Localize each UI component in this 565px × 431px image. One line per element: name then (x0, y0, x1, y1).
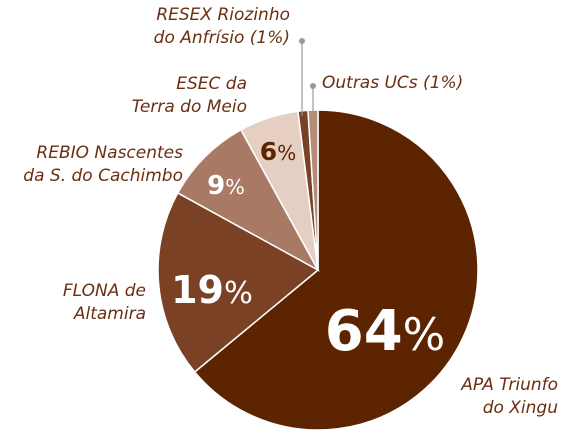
value-label: 9% (207, 171, 245, 201)
label-line: da S. do Cachimbo (23, 166, 183, 186)
category-label: APA Triunfo do Xingu (460, 375, 558, 418)
label-line: Altamira (73, 304, 146, 324)
value-number: 9 (207, 171, 225, 201)
label-line: REBIO Nascentes (36, 143, 183, 163)
pie-slice (193, 109, 479, 431)
value-unit: % (403, 308, 446, 361)
category-label: REBIO Nascentes da S. do Cachimbo (23, 143, 183, 186)
category-label: FLONA de Altamira (63, 281, 146, 324)
pie-slice (157, 191, 320, 374)
label-line: FLONA de (63, 281, 146, 301)
category-label: RESEX Riozinho do Anfrísio (1%) (154, 5, 290, 48)
value-number: 19 (171, 268, 224, 312)
label-line: Terra do Meio (132, 97, 247, 117)
label-line: Outras UCs (1%) (322, 73, 463, 93)
value-number: 6 (260, 137, 277, 166)
value-number: 64 (325, 299, 403, 364)
label-line: ESEC da (176, 74, 247, 94)
value-unit: % (277, 141, 296, 165)
category-label: ESEC da Terra do Meio (132, 74, 247, 117)
label-line: RESEX Riozinho (156, 5, 290, 25)
value-unit: % (225, 175, 245, 199)
value-label: 64% (325, 299, 446, 364)
pie-slice (176, 128, 320, 272)
label-line: do Xingu (483, 398, 559, 418)
label-line: do Anfrísio (1%) (154, 28, 290, 48)
value-label: 19% (171, 268, 253, 312)
leader-dot (310, 83, 316, 89)
leader-dot (299, 38, 305, 44)
category-label: Outras UCs (1%) (322, 73, 463, 93)
value-label: 6% (260, 137, 296, 166)
label-line: APA Triunfo (460, 375, 558, 395)
value-unit: % (224, 276, 253, 311)
